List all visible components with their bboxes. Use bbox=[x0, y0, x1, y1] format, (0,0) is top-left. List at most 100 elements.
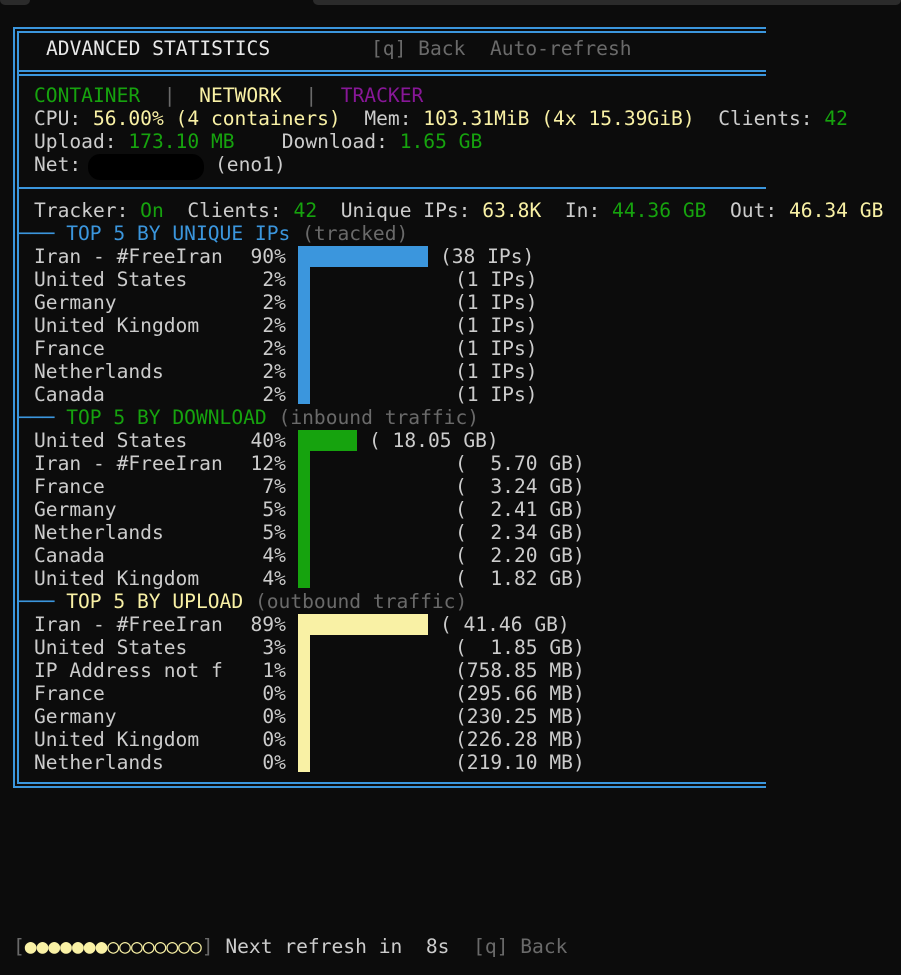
section-header: ─── TOP 5 BY DOWNLOAD (inbound traffic) bbox=[19, 406, 479, 429]
country-name: Netherlands bbox=[34, 360, 164, 383]
percent-bar bbox=[298, 497, 310, 521]
refresh-progress-filled: ●●●●●●● bbox=[24, 935, 108, 958]
mem-value: 103.31MiB (4x 15.39GiB) bbox=[423, 107, 695, 130]
percent-value: 4% bbox=[262, 544, 286, 567]
percent-value: 0% bbox=[262, 705, 286, 728]
progress-bracket: ] bbox=[201, 935, 214, 958]
out-value: 46.34 GB bbox=[789, 199, 884, 222]
tab-network[interactable]: NETWORK bbox=[199, 84, 282, 107]
frame-border bbox=[13, 786, 766, 788]
percent-value: 0% bbox=[262, 682, 286, 705]
percent-bar bbox=[298, 474, 310, 498]
row-value: ( 3.24 GB) bbox=[455, 475, 585, 498]
percent-bar bbox=[298, 451, 310, 475]
section-rule: ─── bbox=[19, 590, 55, 613]
progress-bracket: [ bbox=[13, 935, 25, 958]
back-hint[interactable]: [q] Back bbox=[473, 935, 568, 958]
tab-bar: CONTAINER | NETWORK | TRACKER bbox=[34, 84, 423, 107]
row-value: ( 1.82 GB) bbox=[455, 567, 585, 590]
country-name: United States bbox=[34, 268, 188, 291]
row-value: (219.10 MB) bbox=[455, 751, 585, 774]
row-value: (38 IPs) bbox=[439, 245, 535, 268]
country-name: Netherlands bbox=[34, 751, 164, 774]
country-name: United Kingdom bbox=[34, 314, 200, 337]
row-value: ( 2.34 GB) bbox=[455, 521, 585, 544]
page-title: ADVANCED STATISTICS bbox=[46, 37, 271, 60]
clients-label: Clients: bbox=[718, 107, 813, 130]
percent-value: 5% bbox=[262, 498, 286, 521]
row-value: ( 5.70 GB) bbox=[455, 452, 585, 475]
percent-bar bbox=[298, 520, 310, 544]
percent-value: 2% bbox=[262, 360, 286, 383]
upload-value: 173.10 MB bbox=[128, 130, 235, 153]
row-value: (1 IPs) bbox=[455, 291, 538, 314]
section-header: ─── TOP 5 BY UNIQUE IPs (tracked) bbox=[19, 222, 408, 245]
percent-bar bbox=[298, 430, 358, 451]
auto-refresh-label: Auto-refresh bbox=[490, 37, 632, 60]
percent-bar bbox=[298, 614, 429, 635]
tab-separator: | bbox=[163, 84, 176, 107]
next-refresh-label: Next refresh in bbox=[225, 935, 403, 958]
window-tab bbox=[313, 0, 901, 5]
row-value: ( 1.85 GB) bbox=[455, 636, 585, 659]
percent-value: 1% bbox=[262, 659, 286, 682]
cpu-mem-line: CPU: 56.00% (4 containers) Mem: 103.31Mi… bbox=[34, 107, 848, 130]
country-name: United Kingdom bbox=[34, 567, 200, 590]
percent-value: 2% bbox=[262, 337, 286, 360]
tab-tracker[interactable]: TRACKER bbox=[340, 84, 424, 107]
row-value: ( 2.41 GB) bbox=[455, 498, 585, 521]
clients-value: 42 bbox=[293, 199, 318, 222]
frame-border bbox=[17, 70, 766, 72]
row-value: (1 IPs) bbox=[455, 337, 538, 360]
percent-bar bbox=[298, 359, 310, 383]
refresh-progress-empty: ○○○○○○○○ bbox=[107, 935, 202, 958]
tracker-status: On bbox=[140, 199, 164, 222]
back-hint[interactable]: [q] Back bbox=[371, 37, 466, 60]
footer: [●●●●●●●○○○○○○○○] Next refresh in 8s [q]… bbox=[13, 935, 567, 958]
percent-bar bbox=[298, 336, 310, 360]
mem-label: Mem: bbox=[364, 107, 412, 130]
percent-bar bbox=[298, 704, 310, 728]
country-name: Iran - #FreeIran bbox=[34, 245, 223, 268]
section-rule: ─── bbox=[19, 406, 55, 429]
cpu-label: CPU: bbox=[34, 107, 82, 130]
unique-ips-label: Unique IPs: bbox=[340, 199, 471, 222]
download-value: 1.65 GB bbox=[399, 130, 483, 153]
row-value: ( 2.20 GB) bbox=[455, 544, 585, 567]
percent-value: 0% bbox=[262, 728, 286, 751]
percent-value: 2% bbox=[262, 314, 286, 337]
percent-value: 12% bbox=[250, 452, 286, 475]
row-value: (295.66 MB) bbox=[455, 682, 585, 705]
tab-container[interactable]: CONTAINER bbox=[34, 84, 141, 107]
percent-value: 2% bbox=[262, 291, 286, 314]
row-value: (1 IPs) bbox=[455, 268, 538, 291]
percent-bar bbox=[298, 246, 429, 267]
country-name: Canada bbox=[34, 383, 105, 406]
country-name: Germany bbox=[34, 498, 117, 521]
window-top-strip bbox=[0, 0, 901, 6]
percent-value: 7% bbox=[262, 475, 286, 498]
percent-value: 5% bbox=[262, 521, 286, 544]
percent-bar bbox=[298, 290, 310, 314]
frame-border bbox=[17, 74, 766, 76]
row-value: (226.28 MB) bbox=[455, 728, 585, 751]
percent-bar bbox=[298, 750, 310, 772]
frame-border bbox=[17, 782, 766, 784]
percent-bar bbox=[298, 566, 310, 588]
frame-border bbox=[17, 31, 19, 784]
section-title: TOP 5 BY DOWNLOAD bbox=[66, 406, 267, 429]
section-title: TOP 5 BY UNIQUE IPs bbox=[66, 222, 291, 245]
percent-value: 90% bbox=[250, 245, 286, 268]
in-value: 44.36 GB bbox=[612, 199, 707, 222]
country-name: United States bbox=[34, 429, 188, 452]
country-name: France bbox=[34, 475, 105, 498]
country-name: Canada bbox=[34, 544, 105, 567]
section-subtitle: (tracked) bbox=[302, 222, 409, 245]
percent-value: 89% bbox=[250, 613, 286, 636]
clients-label: Clients: bbox=[187, 199, 282, 222]
percent-value: 3% bbox=[262, 636, 286, 659]
percent-value: 2% bbox=[262, 268, 286, 291]
section-header: ─── TOP 5 BY UPLOAD (outbound traffic) bbox=[19, 590, 467, 613]
row-value: ( 41.46 GB) bbox=[439, 613, 570, 636]
percent-value: 2% bbox=[262, 383, 286, 406]
